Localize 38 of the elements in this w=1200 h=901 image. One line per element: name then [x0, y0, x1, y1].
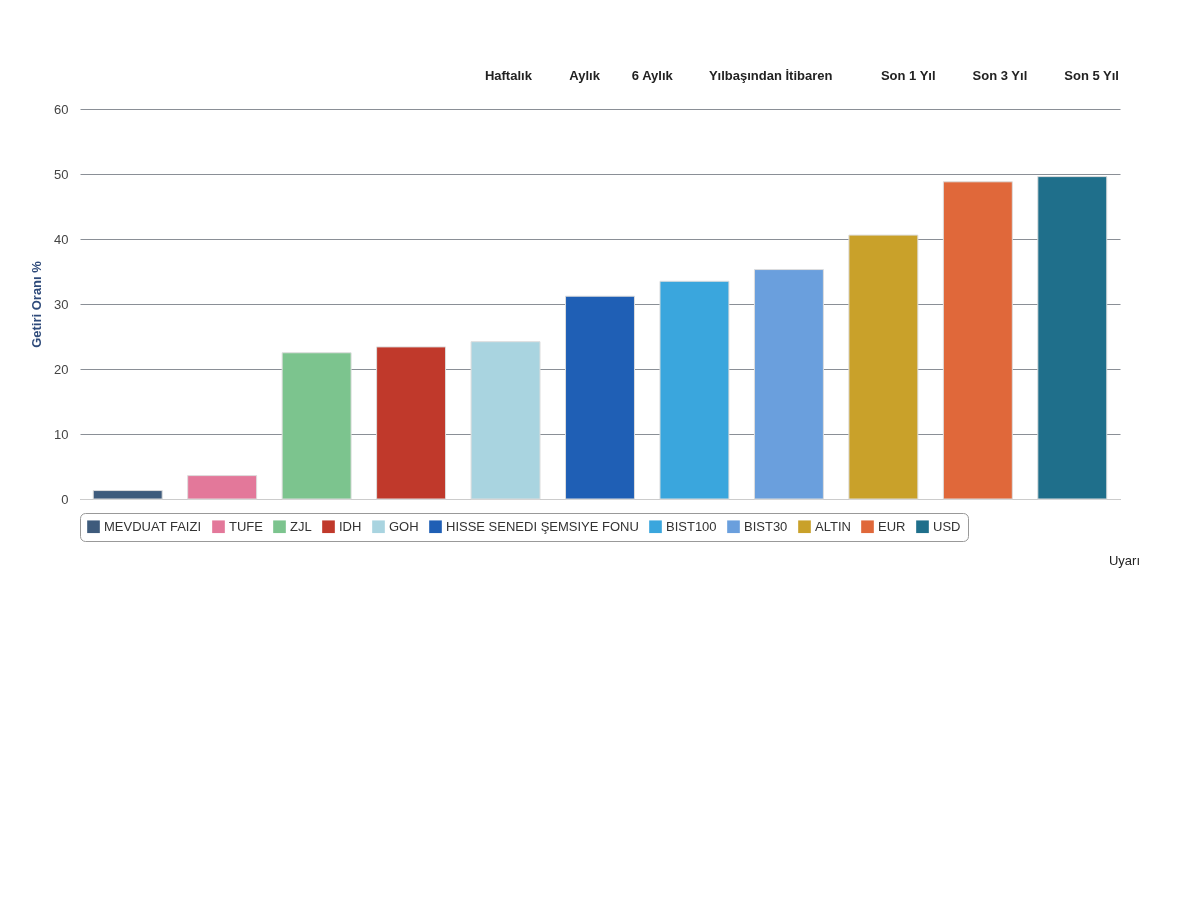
- legend-label: TUFE: [229, 518, 264, 534]
- y-tick-label: 0: [61, 491, 69, 507]
- bar: [659, 280, 730, 500]
- text: Son 3 Yıl: [972, 68, 1028, 83]
- text: Aylık: [569, 68, 601, 83]
- legend-label: USD: [933, 518, 961, 534]
- y-axis-title: Getiri Oranı %: [29, 260, 45, 348]
- bar: [753, 269, 824, 500]
- bar: [376, 346, 447, 500]
- legend-label: MEVDUAT FAIZI: [104, 518, 202, 534]
- y-tick-label: 50: [54, 166, 69, 182]
- text: Son 1 Yıl: [880, 68, 936, 83]
- text: Uyarı: [1108, 553, 1140, 568]
- text: Haftalık: [484, 68, 533, 83]
- bar: [942, 181, 1013, 500]
- legend-label: BIST100: [666, 518, 717, 534]
- y-tick-label: 40: [54, 231, 69, 247]
- y-tick-label: 20: [54, 361, 69, 377]
- bar: [92, 490, 163, 500]
- legend-label: GOH: [389, 518, 419, 534]
- bar: [1037, 176, 1108, 500]
- legend-label: BIST30: [744, 518, 788, 534]
- bar: [848, 234, 919, 500]
- y-tick-label: 10: [54, 426, 69, 442]
- legend-label: IDH: [339, 518, 362, 534]
- text: Yılbaşından İtibaren: [708, 68, 833, 83]
- bar: [565, 295, 635, 500]
- bar: [281, 352, 352, 500]
- text: 6 Aylık: [631, 68, 674, 83]
- y-tick-label: 60: [54, 101, 69, 117]
- legend-label: ZJL: [290, 518, 312, 534]
- legend-label: EUR: [878, 518, 906, 534]
- y-tick-label: 30: [54, 296, 69, 312]
- legend-label: HISSE SENEDI ŞEMSIYE FONU: [446, 518, 639, 534]
- bar: [187, 475, 258, 500]
- bar: [470, 341, 541, 500]
- text: Son 5 Yıl: [1064, 68, 1119, 83]
- legend-label: ALTIN: [815, 518, 851, 534]
